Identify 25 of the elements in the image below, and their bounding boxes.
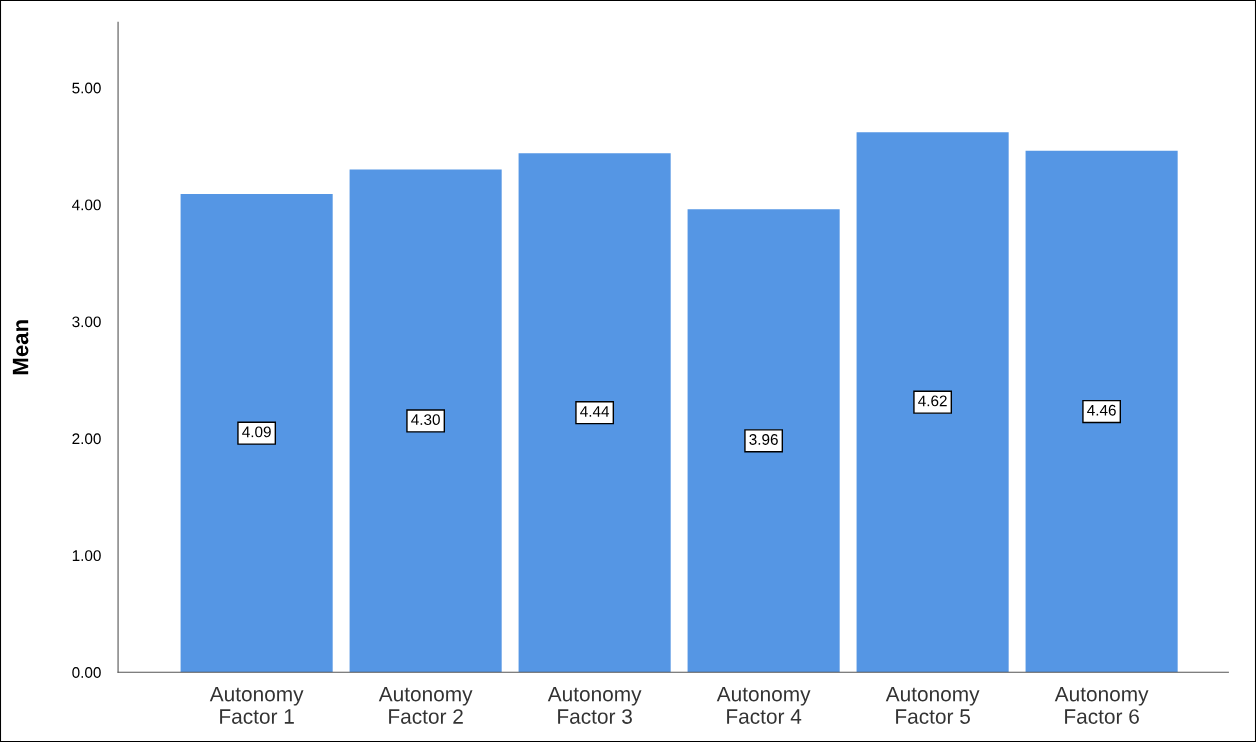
- y-axis-title: Mean: [12, 320, 29, 375]
- data-label: 4.09: [242, 426, 271, 438]
- x-tick-label: Autonomy Factor 6: [1054, 686, 1149, 724]
- bar: [687, 209, 840, 673]
- x-tick-label: Autonomy Factor 3: [547, 686, 642, 724]
- bar: [856, 132, 1009, 673]
- data-label: 4.30: [411, 414, 440, 426]
- data-label: 4.44: [580, 406, 610, 417]
- x-tick-label: Autonomy Factor 4: [716, 686, 811, 724]
- x-tick-label: Autonomy Factor 5: [885, 686, 980, 724]
- y-tick-label: 4.00: [72, 199, 101, 211]
- data-label: 4.62: [918, 395, 947, 407]
- bar: [349, 169, 502, 673]
- y-tick-label: 2.00: [72, 433, 101, 445]
- bar: [180, 194, 333, 673]
- bar: [1025, 150, 1178, 673]
- y-tick-label: 5.00: [72, 82, 101, 94]
- data-label: 3.96: [749, 434, 778, 445]
- y-tick-label: 0.00: [72, 667, 101, 678]
- x-tick-label: Autonomy Factor 1: [209, 686, 304, 724]
- y-tick-label: 3.00: [72, 316, 101, 328]
- y-tick-label: 1.00: [72, 550, 101, 562]
- x-tick-label: Autonomy Factor 2: [378, 686, 473, 724]
- bar: [518, 153, 671, 673]
- data-label: 4.46: [1087, 404, 1116, 416]
